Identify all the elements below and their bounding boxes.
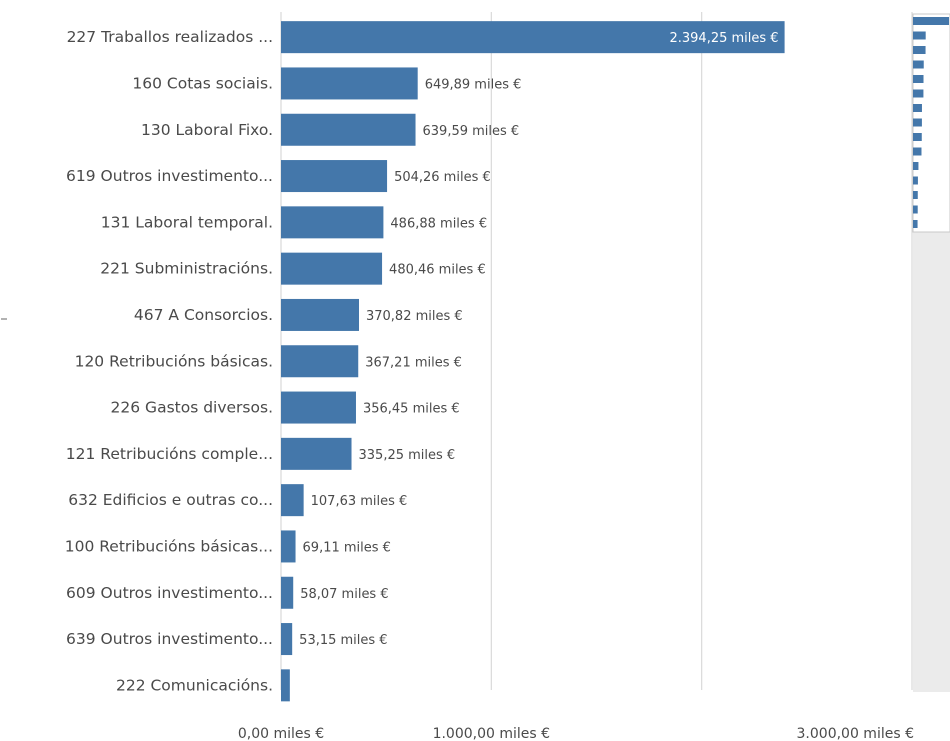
data-label: 2.394,25 miles € — [669, 31, 778, 46]
data-label: 69,11 miles € — [303, 540, 391, 555]
minimap-track[interactable] — [913, 232, 950, 692]
scroll-minimap[interactable] — [912, 13, 950, 692]
category-label: 632 Edificios e outras co... — [68, 491, 273, 509]
minimap-bar — [913, 220, 918, 228]
data-label: 370,82 miles € — [366, 309, 463, 324]
category-label: 222 Comunicacións. — [116, 676, 273, 694]
data-label: 480,46 miles € — [389, 263, 486, 278]
bars — [281, 21, 785, 702]
data-label: 504,26 miles € — [394, 170, 491, 185]
data-label: 335,25 miles € — [359, 448, 456, 463]
category-label: 121 Retribucións comple... — [66, 445, 273, 463]
bar[interactable] — [281, 576, 294, 609]
x-tick-label: 3.000,00 miles € — [797, 726, 914, 741]
category-label: 221 Subministracións. — [100, 260, 273, 278]
category-label: 100 Retribucións básicas... — [65, 537, 273, 555]
bar[interactable] — [281, 391, 356, 424]
category-label: 120 Retribucións básicas. — [75, 352, 273, 370]
value-labels: 2.394,25 miles € 649,89 miles € 639,59 mil… — [299, 31, 778, 648]
data-label: 58,07 miles € — [300, 587, 388, 602]
x-tick-label: 0,00 miles € — [238, 726, 324, 741]
data-label: 639,59 miles € — [423, 124, 520, 139]
category-label: 619 Outros investimento... — [66, 167, 273, 185]
category-label: 131 Laboral temporal. — [101, 213, 273, 231]
category-labels: 227 Traballos realizados ... 160 Cotas so… — [65, 28, 273, 694]
data-label: 649,89 miles € — [425, 77, 522, 92]
minimap-bar — [913, 118, 922, 127]
data-label: 107,63 miles € — [311, 494, 408, 509]
bar[interactable] — [281, 21, 785, 54]
minimap-bar — [913, 46, 926, 54]
bar[interactable] — [281, 669, 290, 702]
bar[interactable] — [281, 67, 418, 100]
x-tick-label: 1.000,00 miles € — [433, 726, 550, 741]
data-label: 367,21 miles € — [365, 355, 462, 370]
data-label: 53,15 miles € — [299, 633, 387, 648]
category-label: 130 Laboral Fixo. — [141, 121, 273, 139]
bar[interactable] — [281, 484, 304, 517]
bar[interactable] — [281, 437, 352, 470]
x-axis-tick-labels: 0,00 miles € 1.000,00 miles € 3.000,00 mil… — [238, 726, 914, 741]
category-label: 609 Outros investimento... — [66, 584, 273, 602]
minimap-bar — [913, 104, 922, 112]
bar[interactable] — [281, 623, 293, 656]
bar[interactable] — [281, 298, 359, 331]
minimap-bar — [913, 31, 926, 40]
category-label: 160 Cotas sociais. — [132, 74, 273, 92]
bar[interactable] — [281, 206, 384, 239]
minimap-bar — [913, 162, 919, 170]
minimap-bar — [913, 89, 924, 98]
category-label: 467 A Consorcios. — [134, 306, 273, 324]
data-label: 356,45 miles € — [363, 402, 460, 417]
minimap-bar — [913, 147, 922, 156]
data-label: 486,88 miles € — [390, 216, 487, 231]
bar[interactable] — [281, 530, 296, 563]
category-label: 226 Gastos diversos. — [111, 399, 273, 417]
bar[interactable] — [281, 160, 388, 193]
category-label: 227 Traballos realizados ... — [67, 28, 273, 46]
minimap-bar — [913, 17, 949, 25]
bar[interactable] — [281, 252, 383, 285]
minimap-bar — [913, 191, 918, 199]
bar[interactable] — [281, 113, 416, 146]
minimap-bar — [913, 133, 922, 141]
minimap-bar — [913, 176, 918, 185]
bar[interactable] — [281, 345, 359, 378]
minimap-bar — [913, 205, 918, 214]
minimap-bar — [913, 75, 924, 83]
minimap-bar — [913, 60, 924, 69]
category-label: 639 Outros investimento... — [66, 630, 273, 648]
